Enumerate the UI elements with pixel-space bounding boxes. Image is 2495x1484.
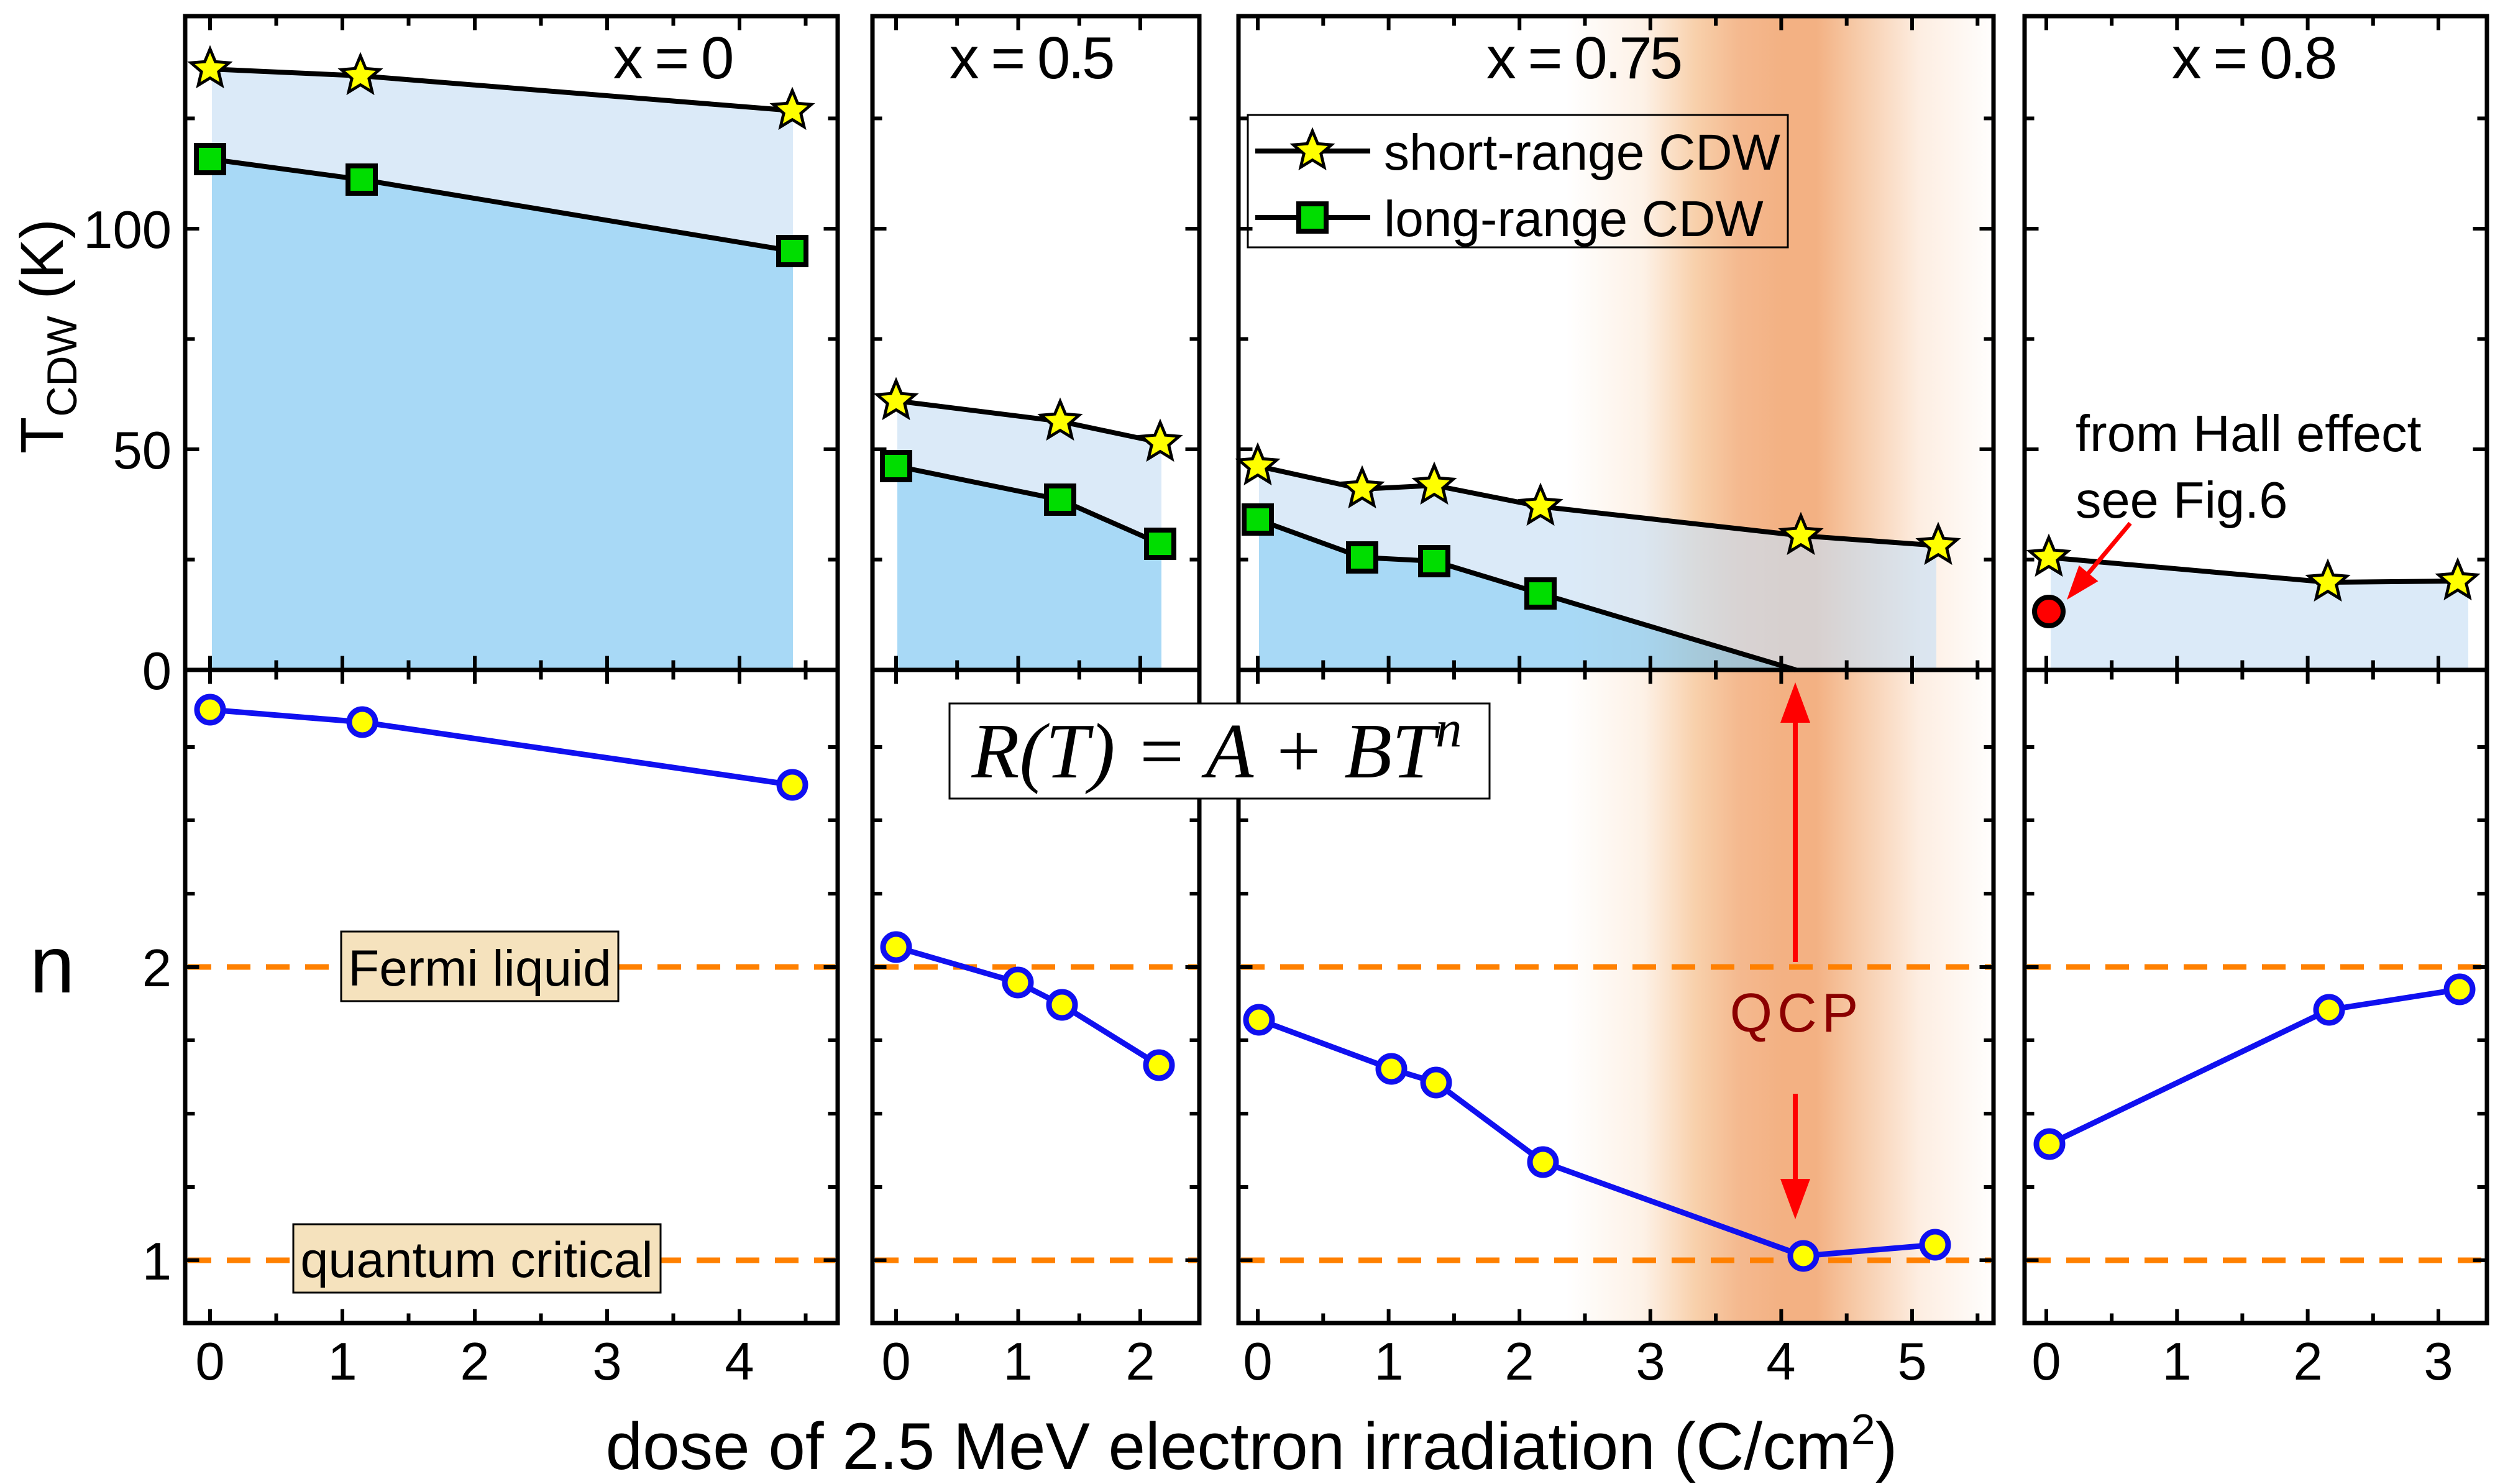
svg-text:Fermi liquid: Fermi liquid	[348, 940, 611, 997]
svg-text:x = 0.75: x = 0.75	[1486, 25, 1681, 91]
svg-text:0: 0	[2031, 1332, 2061, 1391]
svg-text:1: 1	[2162, 1332, 2191, 1391]
svg-text:2: 2	[460, 1332, 489, 1391]
svg-text:4: 4	[725, 1332, 754, 1391]
svg-text:1: 1	[327, 1332, 357, 1391]
svg-text:R(T) = A + BTn: R(T) = A + BTn	[971, 700, 1462, 795]
svg-text:2: 2	[142, 939, 172, 998]
svg-text:0: 0	[881, 1332, 910, 1391]
svg-text:1: 1	[1374, 1332, 1403, 1391]
svg-text:n: n	[30, 919, 75, 1010]
svg-text:long-range CDW: long-range CDW	[1384, 191, 1764, 247]
svg-text:5: 5	[1897, 1332, 1926, 1391]
svg-text:quantum critical: quantum critical	[300, 1232, 652, 1288]
svg-text:3: 3	[1636, 1332, 1665, 1391]
svg-text:0: 0	[1243, 1332, 1272, 1391]
svg-text:from Hall effect: from Hall effect	[2076, 405, 2422, 462]
svg-text:4: 4	[1766, 1332, 1795, 1391]
svg-text:3: 3	[2424, 1332, 2453, 1391]
svg-text:0: 0	[195, 1332, 224, 1391]
svg-text:short-range CDW: short-range CDW	[1384, 124, 1781, 181]
svg-text:2: 2	[1125, 1332, 1155, 1391]
svg-text:2: 2	[1504, 1332, 1534, 1391]
svg-text:see Fig.6: see Fig.6	[2076, 471, 2287, 529]
svg-text:50: 50	[112, 421, 172, 480]
svg-text:0: 0	[142, 642, 172, 701]
svg-text:x = 0.8: x = 0.8	[2172, 25, 2335, 91]
svg-text:dose of 2.5 MeV electron irrad: dose of 2.5 MeV electron irradiation (C/…	[606, 1405, 1898, 1483]
svg-text:1: 1	[1003, 1332, 1032, 1391]
svg-text:x = 0.5: x = 0.5	[950, 25, 1113, 91]
svg-text:QCP: QCP	[1730, 982, 1864, 1043]
svg-text:x = 0: x = 0	[613, 25, 732, 91]
svg-text:1: 1	[142, 1232, 172, 1291]
svg-text:2: 2	[2293, 1332, 2322, 1391]
svg-text:100: 100	[83, 201, 172, 260]
svg-text:3: 3	[592, 1332, 621, 1391]
